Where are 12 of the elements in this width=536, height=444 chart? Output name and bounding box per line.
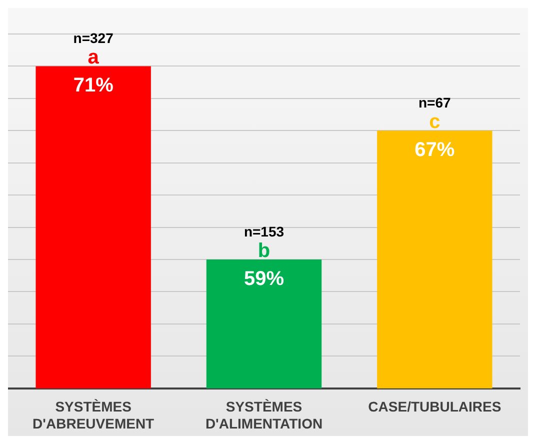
annotation: n=153: [244, 223, 284, 240]
data-label: 71%: [73, 74, 114, 97]
data-label: 67%: [414, 139, 455, 162]
annotation: n=327: [73, 30, 114, 46]
x-tick-label: SYSTÈMES D'ALIMENTATION: [205, 398, 323, 432]
annotation: b: [258, 240, 270, 262]
annotation: n=67: [418, 94, 452, 111]
data-label: 59%: [244, 268, 284, 290]
x-tick-label: SYSTÈMES D'ABREUVEMENT: [32, 398, 155, 432]
annotation: a: [88, 46, 100, 69]
annotation: c: [429, 111, 440, 134]
x-tick-label: CASE/TUBULAIRES: [368, 398, 502, 415]
